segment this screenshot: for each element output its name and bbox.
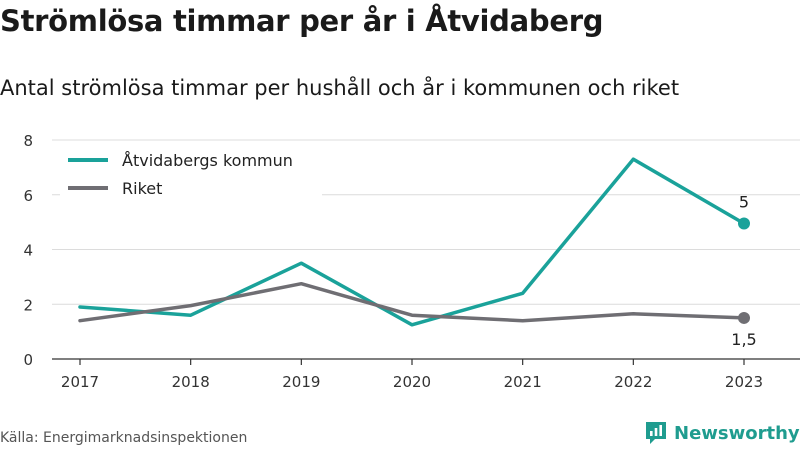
newsworthy-logo-icon <box>646 422 666 444</box>
legend-label: Åtvidabergs kommun <box>122 151 293 170</box>
series-end-label: 1,5 <box>731 330 756 349</box>
series-line <box>78 157 746 327</box>
x-tick-label: 2023 <box>725 373 763 391</box>
chart-title: Strömlösa timmar per år i Åtvidaberg <box>0 4 604 38</box>
x-tick-label: 2019 <box>282 373 320 391</box>
brand-name: Newsworthy <box>674 422 800 444</box>
source-note: Källa: Energimarknadsinspektionen <box>0 430 248 446</box>
y-tick-label: 4 <box>23 242 33 260</box>
brand-logo: Newsworthy <box>645 420 800 446</box>
y-tick-label: 0 <box>23 351 33 369</box>
y-tick-label: 8 <box>23 132 33 150</box>
x-tick-label: 2017 <box>61 373 99 391</box>
y-tick-label: 6 <box>23 187 33 205</box>
x-tick-label: 2021 <box>504 373 542 391</box>
chart-subtitle: Antal strömlösa timmar per hushåll och å… <box>0 76 680 100</box>
series-lines: 51,5 <box>78 157 757 349</box>
grid-lines <box>52 139 800 305</box>
y-tick-label: 2 <box>23 296 33 314</box>
series-end-point <box>738 217 750 230</box>
x-tick-label: 2022 <box>614 373 652 391</box>
series-end-point <box>738 311 750 324</box>
axes: 0 2 4 6 8 2017 2018 2019 2020 2021 2022 2023 <box>23 132 800 391</box>
x-tick-label: 2020 <box>393 373 431 391</box>
x-tick-label: 2018 <box>172 373 210 391</box>
legend-label: Riket <box>122 179 162 198</box>
series-end-label: 5 <box>739 192 749 211</box>
series-line <box>78 281 746 323</box>
legend: Åtvidabergs kommun Riket <box>60 145 322 198</box>
